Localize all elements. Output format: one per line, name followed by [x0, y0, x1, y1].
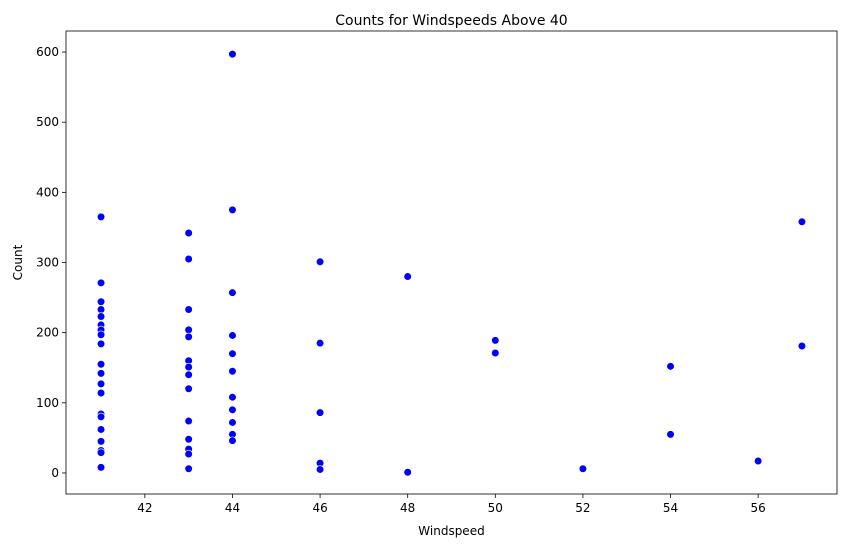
data-point [96, 379, 106, 388]
data-point [666, 430, 675, 439]
data-point [96, 437, 106, 446]
data-point [578, 464, 588, 473]
data-points [96, 50, 807, 477]
data-point [184, 435, 193, 444]
x-tick-label: 48 [400, 501, 415, 515]
y-tick-label: 600 [36, 45, 59, 59]
data-point [96, 425, 106, 434]
data-point [184, 332, 193, 341]
x-tick-label: 44 [225, 501, 240, 515]
y-tick-label: 300 [36, 256, 59, 270]
data-point [184, 384, 193, 393]
data-point [228, 349, 237, 358]
data-point [315, 465, 325, 474]
x-tick-label: 42 [137, 501, 152, 515]
data-point [228, 405, 237, 414]
data-point [228, 288, 237, 297]
data-point [96, 297, 106, 306]
data-point [228, 50, 237, 59]
plot-area [65, 30, 838, 495]
data-point [184, 370, 193, 379]
y-tick-label: 200 [36, 326, 59, 340]
data-point [228, 436, 237, 445]
x-tick-label: 54 [663, 501, 678, 515]
data-point [96, 330, 106, 339]
data-point [96, 369, 106, 378]
data-point [315, 339, 325, 348]
y-tick-label: 0 [51, 466, 59, 480]
y-axis-label: Count [11, 244, 25, 280]
x-axis-label: Windspeed [418, 524, 484, 538]
data-point [666, 362, 675, 371]
data-point [754, 456, 763, 466]
data-point [96, 312, 106, 321]
x-tick-label: 56 [751, 501, 766, 515]
data-point [184, 416, 193, 426]
y-axis: 0 100 200 300 400 500 600 [36, 45, 66, 480]
data-point [403, 468, 412, 477]
x-axis: 42 44 46 48 50 52 54 56 [137, 494, 766, 515]
y-tick-label: 400 [36, 185, 59, 199]
data-point [315, 257, 325, 266]
data-point [228, 418, 237, 427]
data-point [96, 339, 106, 348]
data-point [184, 464, 193, 473]
data-point [96, 388, 106, 398]
x-tick-label: 50 [488, 501, 503, 515]
data-point [184, 228, 193, 238]
x-tick-label: 52 [575, 501, 590, 515]
data-point [96, 212, 106, 222]
data-point [184, 362, 193, 372]
data-point [403, 272, 412, 281]
data-point [96, 278, 106, 287]
data-point [228, 367, 237, 376]
data-point [96, 360, 106, 369]
data-point [184, 254, 193, 264]
chart-title: Counts for Windspeeds Above 40 [335, 13, 567, 29]
data-point [96, 412, 106, 421]
x-tick-label: 46 [312, 501, 327, 515]
data-point [228, 393, 237, 402]
data-point [96, 305, 106, 314]
data-point [184, 449, 193, 459]
y-tick-label: 100 [36, 396, 59, 410]
data-point [797, 217, 807, 226]
data-point [228, 205, 237, 214]
data-point [315, 408, 325, 417]
data-point [491, 348, 500, 358]
data-point [228, 331, 237, 340]
data-point [184, 325, 193, 334]
data-point [96, 448, 106, 457]
data-point [184, 305, 193, 314]
data-point [797, 341, 807, 351]
y-tick-label: 500 [36, 115, 59, 129]
data-point [491, 336, 500, 345]
data-point [96, 463, 106, 472]
